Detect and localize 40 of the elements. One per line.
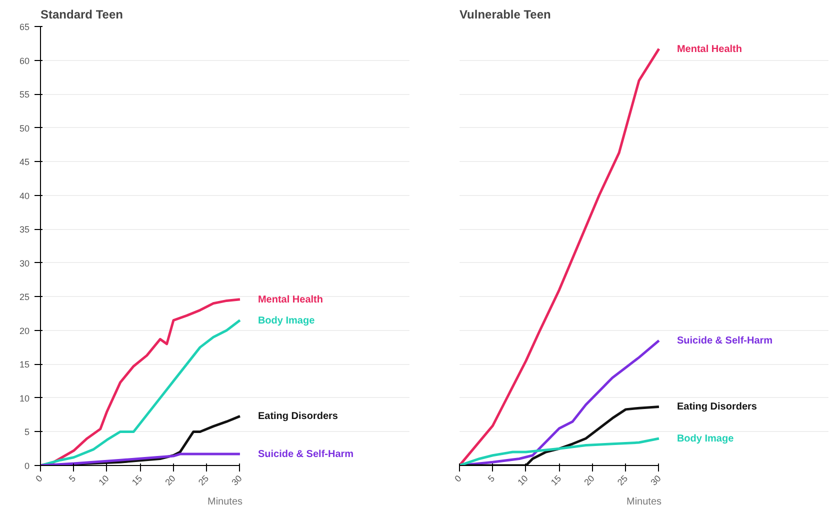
series-label: Body Image [676, 433, 734, 444]
x-tick-label: 20 [582, 473, 596, 488]
y-tick-label: 30 [19, 258, 30, 268]
y-tick-label: 10 [19, 393, 30, 404]
series-label: Suicide & Self-Harm [258, 449, 354, 460]
y-tick-label: 60 [19, 56, 30, 66]
y-tick-label: 0 [24, 461, 30, 471]
x-tick-label: 30 [230, 473, 244, 488]
series-label: Suicide & Self-Harm [676, 336, 773, 347]
x-axis-title: Minutes [207, 496, 243, 508]
y-tick-label: 40 [19, 190, 30, 201]
x-tick-label: 30 [648, 473, 663, 488]
x-tick-label: 5 [67, 473, 78, 484]
x-tick-label: 10 [96, 473, 111, 488]
x-tick-label: 5 [486, 473, 497, 484]
series-label: Body Image [258, 315, 316, 326]
series-label: Eating Disorders [258, 411, 338, 422]
y-tick-label: 5 [24, 427, 30, 438]
chart-title: Standard Teen [40, 8, 123, 22]
x-tick-label: 10 [516, 473, 530, 488]
chart-title: Vulnerable Teen [460, 8, 551, 22]
y-tick-label: 20 [19, 326, 30, 336]
x-tick-label: 25 [615, 473, 630, 488]
x-tick-label: 20 [163, 473, 178, 488]
series-label: Eating Disorders [676, 402, 758, 413]
y-tick-label: 15 [19, 360, 30, 370]
y-tick-label: 50 [19, 123, 30, 134]
y-tick-label: 65 [19, 22, 30, 32]
y-tick-label: 45 [19, 157, 30, 168]
y-tick-label: 35 [19, 224, 30, 235]
y-tick-label: 55 [19, 90, 30, 100]
x-axis-title: Minutes [626, 496, 662, 508]
x-tick-label: 15 [130, 473, 144, 488]
x-tick-label: 0 [34, 473, 44, 484]
series-label: Mental Health [258, 294, 323, 306]
y-tick-label: 25 [19, 292, 30, 302]
x-tick-label: 25 [196, 473, 211, 488]
series-label: Mental Health [676, 44, 742, 55]
x-tick-label: 0 [452, 473, 464, 484]
x-tick-label: 15 [548, 473, 564, 488]
